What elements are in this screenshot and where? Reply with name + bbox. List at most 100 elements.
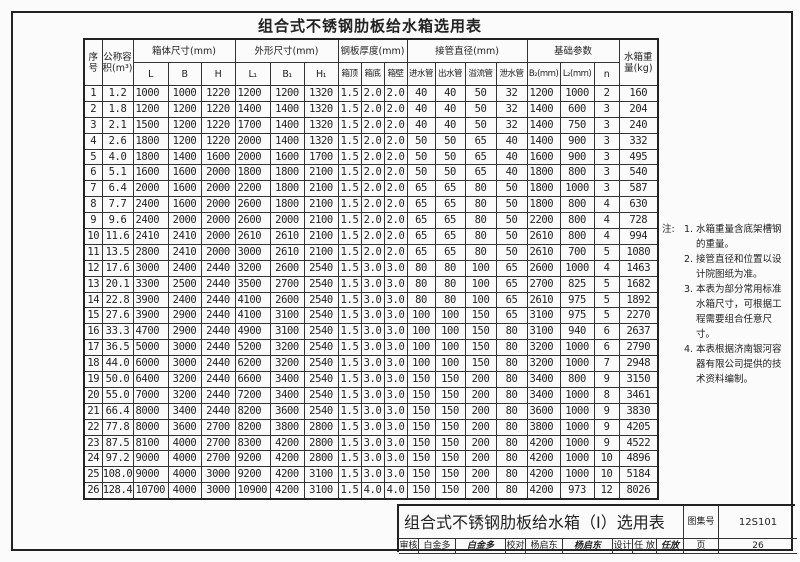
table-cell: 9.6 bbox=[101, 212, 134, 230]
table-cell: 2440 bbox=[200, 275, 236, 293]
table-cell: 1.5 bbox=[337, 116, 362, 134]
table-cell: 24 bbox=[83, 450, 103, 468]
table-cell: 1.8 bbox=[101, 100, 134, 118]
note-number: 4. bbox=[684, 344, 694, 355]
table-cell: 80 bbox=[495, 386, 528, 404]
table-cell: 1220 bbox=[200, 100, 236, 118]
table-cell: 2800 bbox=[303, 450, 339, 468]
table-cell: 80 bbox=[495, 418, 528, 436]
subheader-cell: 箱顶 bbox=[337, 62, 362, 86]
table-cell: 4200 bbox=[526, 434, 561, 452]
table-cell: 1463 bbox=[618, 259, 659, 277]
table-cell: 1800 bbox=[269, 164, 305, 182]
table-cell: 2.0 bbox=[383, 148, 408, 166]
table-cell: 2000 bbox=[200, 164, 236, 182]
table-cell: 3.0 bbox=[383, 323, 408, 341]
table-row: 1 1.2 1000 1000 1220 1200 1200 1320 1.5 2.0 2.0 40 4… bbox=[83, 85, 659, 102]
table-cell: 80 bbox=[464, 212, 497, 230]
table-cell: 2637 bbox=[618, 323, 659, 341]
table-cell: 2100 bbox=[303, 196, 339, 214]
table-cell: 1.5 bbox=[337, 482, 362, 500]
header-seq: 序号 bbox=[83, 38, 103, 86]
subheader-cell: 箱底 bbox=[360, 62, 385, 86]
table-cell: 65 bbox=[406, 212, 436, 230]
table-cell: 4100 bbox=[234, 291, 271, 309]
table-cell: 994 bbox=[618, 228, 659, 245]
table-cell: 9 bbox=[593, 402, 620, 420]
table-cell: 40 bbox=[495, 164, 528, 182]
table-cell: 2500 bbox=[167, 275, 202, 293]
table-cell: 8100 bbox=[132, 434, 169, 452]
table-row: 9 9.6 2400 2000 2000 2600 2000 2100 1.5 2.0 2.0 65 6… bbox=[83, 212, 659, 230]
checker: 杨启东 bbox=[526, 539, 563, 554]
table-cell: 2.0 bbox=[360, 180, 385, 198]
table-cell: 25 bbox=[83, 466, 103, 484]
table-cell: 2100 bbox=[303, 212, 339, 230]
table-cell: 80 bbox=[406, 259, 436, 277]
table-cell: 1220 bbox=[200, 132, 236, 150]
table-cell: 2600 bbox=[269, 291, 305, 309]
table-cell: 4200 bbox=[526, 450, 561, 468]
table-cell: 3.0 bbox=[360, 323, 385, 341]
table-cell: 1320 bbox=[303, 116, 339, 134]
table-cell: 700 bbox=[559, 243, 595, 261]
table-cell: 1892 bbox=[618, 291, 659, 309]
table-cell: 13 bbox=[83, 275, 103, 293]
subheader-cell: n bbox=[593, 62, 620, 86]
table-cell: 200 bbox=[464, 434, 497, 452]
table-cell: 4 bbox=[593, 196, 620, 214]
table-cell: 3000 bbox=[132, 259, 169, 277]
table-cell: 1.5 bbox=[337, 355, 362, 373]
table-cell: 20 bbox=[83, 386, 103, 404]
table-row: 5 4.0 1800 1400 1600 2000 1600 1700 1.5 2.0 2.0 50 5… bbox=[83, 148, 659, 166]
table-row: 2 1.8 1200 1200 1220 1400 1400 1320 1.5 2.0 2.0 40 4… bbox=[83, 100, 659, 118]
table-cell: 80 bbox=[434, 291, 466, 309]
table-cell: 2800 bbox=[303, 418, 339, 436]
table-cell: 19 bbox=[83, 371, 103, 388]
table-cell: 8300 bbox=[234, 434, 271, 452]
table-cell: 1200 bbox=[167, 116, 202, 134]
note-text: 本表为部分常用标准水箱尺寸，可根据工程需要组合任意尺寸。 bbox=[696, 284, 782, 340]
subheader-cell: L₂(mm) bbox=[559, 62, 595, 86]
table-cell: 1000 bbox=[167, 85, 202, 102]
table-cell: 3000 bbox=[234, 243, 271, 261]
table-cell: 8200 bbox=[234, 418, 271, 436]
table-cell: 40 bbox=[406, 116, 436, 134]
table-cell: 7000 bbox=[132, 386, 169, 404]
table-cell: 3.0 bbox=[360, 386, 385, 404]
table-cell: 2100 bbox=[303, 228, 339, 245]
table-cell: 2400 bbox=[167, 291, 202, 309]
table-row: 21 66.4 8000 3400 2440 8200 3600 2540 1.5 3.0 3.0 1… bbox=[83, 402, 659, 420]
table-cell: 2600 bbox=[234, 196, 271, 214]
table-cell: 1400 bbox=[167, 148, 202, 166]
table-cell: 1.5 bbox=[337, 196, 362, 214]
table-cell: 5 bbox=[593, 243, 620, 261]
table-cell: 5184 bbox=[618, 466, 659, 484]
table-cell: 2540 bbox=[303, 275, 339, 293]
table-cell: 3461 bbox=[618, 386, 659, 404]
table-cell: 1200 bbox=[167, 132, 202, 150]
table-cell: 40 bbox=[434, 85, 466, 102]
table-cell: 4 bbox=[593, 259, 620, 277]
table-cell: 2.0 bbox=[383, 164, 408, 182]
table-cell: 65 bbox=[434, 212, 466, 230]
table-cell: 10700 bbox=[132, 482, 169, 500]
table-cell: 1.5 bbox=[337, 164, 362, 182]
table-cell: 150 bbox=[406, 402, 436, 420]
table-cell: 1.5 bbox=[337, 259, 362, 277]
table-cell: 20.1 bbox=[101, 275, 134, 293]
table-cell: 18 bbox=[83, 355, 103, 373]
table-cell: 800 bbox=[559, 371, 595, 388]
table-cell: 1.5 bbox=[337, 450, 362, 468]
table-cell: 3.0 bbox=[360, 291, 385, 309]
table-cell: 2.0 bbox=[360, 228, 385, 245]
table-cell: 2.0 bbox=[360, 196, 385, 214]
table-row: 8 7.7 2400 1600 2000 2600 1800 2100 1.5 2.0 2.0 65 6… bbox=[83, 196, 659, 214]
table-cell: 80 bbox=[495, 402, 528, 420]
table-cell: 240 bbox=[618, 116, 659, 134]
table-cell: 2100 bbox=[303, 164, 339, 182]
table-cell: 1700 bbox=[234, 116, 271, 134]
table-cell: 80 bbox=[495, 371, 528, 388]
table-cell: 26 bbox=[83, 482, 103, 500]
table-cell: 128.4 bbox=[101, 482, 134, 500]
